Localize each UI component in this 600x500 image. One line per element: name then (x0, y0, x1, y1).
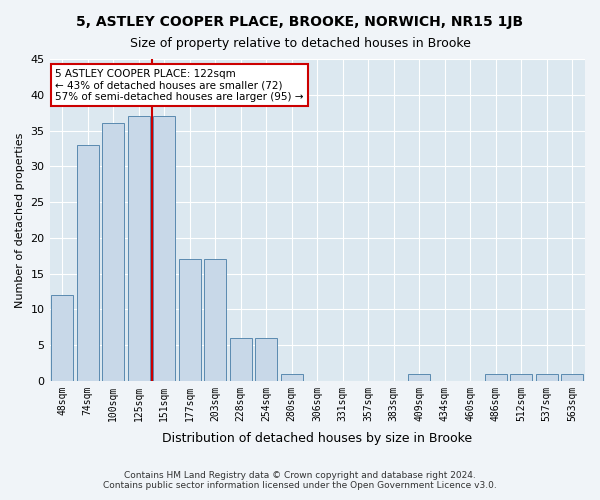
Bar (205, 259, 226, 381)
Bar (103, 124, 124, 381)
Y-axis label: Number of detached properties: Number of detached properties (15, 132, 25, 308)
Bar (409, 374, 430, 381)
Bar (230, 338, 251, 381)
Bar (52, 295, 73, 381)
Bar (536, 374, 557, 381)
Bar (128, 116, 149, 381)
Bar (281, 374, 302, 381)
Text: Contains HM Land Registry data © Crown copyright and database right 2024.
Contai: Contains HM Land Registry data © Crown c… (103, 470, 497, 490)
Bar (77, 145, 98, 381)
Bar (511, 374, 532, 381)
Bar (256, 338, 277, 381)
Text: 5, ASTLEY COOPER PLACE, BROOKE, NORWICH, NR15 1JB: 5, ASTLEY COOPER PLACE, BROOKE, NORWICH,… (76, 15, 524, 29)
Bar (179, 259, 200, 381)
Text: Size of property relative to detached houses in Brooke: Size of property relative to detached ho… (130, 38, 470, 51)
Bar (562, 374, 583, 381)
Bar (154, 116, 175, 381)
X-axis label: Distribution of detached houses by size in Brooke: Distribution of detached houses by size … (162, 432, 472, 445)
Bar (485, 374, 506, 381)
Text: 5 ASTLEY COOPER PLACE: 122sqm
← 43% of detached houses are smaller (72)
57% of s: 5 ASTLEY COOPER PLACE: 122sqm ← 43% of d… (55, 68, 304, 102)
